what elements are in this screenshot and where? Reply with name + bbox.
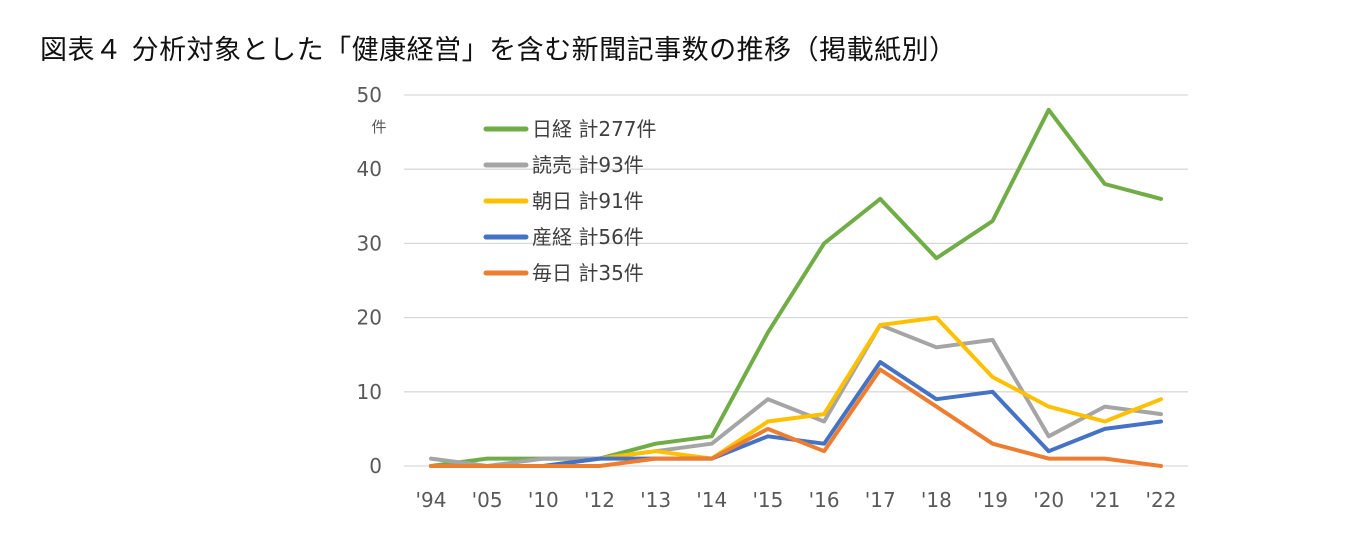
legend-label: 読売 計93件 [532, 153, 644, 177]
x-tick-label: '22 [1146, 488, 1177, 512]
x-tick-label: '15 [752, 488, 783, 512]
y-tick-label: 50 [357, 83, 382, 107]
x-tick-label: '12 [584, 488, 615, 512]
y-axis-ticks: 0 10 20 30 40 50 [357, 83, 382, 478]
chart-title: 図表４ 分析対象とした「健康経営」を含む新聞記事数の推移（掲載紙別） [40, 35, 957, 66]
x-tick-label: '20 [1033, 488, 1064, 512]
y-tick-label: 0 [369, 454, 382, 478]
x-axis-ticks: '94 '05 '10 '12 '13 '14 '15 '16 '17 '18 '19 '20 '21 '… [416, 488, 1177, 512]
series-lines [429, 107, 1163, 468]
series-line-1 [429, 323, 1163, 468]
x-tick-label: '19 [977, 488, 1008, 512]
y-tick-label: 30 [357, 231, 382, 255]
x-tick-label: '21 [1089, 488, 1120, 512]
x-tick-label: '18 [921, 488, 952, 512]
series-line-4 [429, 367, 1163, 468]
x-tick-label: '16 [809, 488, 840, 512]
x-tick-label: '17 [865, 488, 896, 512]
legend-label: 日経 計277件 [532, 117, 657, 141]
x-tick-label: '10 [528, 488, 559, 512]
legend-label: 朝日 計91件 [532, 189, 644, 213]
x-tick-label: '05 [472, 488, 503, 512]
y-tick-label: 10 [357, 380, 382, 404]
legend-label: 産経 計56件 [532, 225, 644, 249]
x-tick-label: '14 [696, 488, 727, 512]
y-tick-label: 20 [357, 306, 382, 330]
y-tick-label: 40 [357, 157, 382, 181]
x-tick-label: '94 [416, 488, 447, 512]
series-line-3 [429, 360, 1163, 468]
x-tick-label: '13 [640, 488, 671, 512]
y-axis-unit-label: 件 [371, 118, 386, 136]
legend-label: 毎日 計35件 [532, 261, 644, 285]
